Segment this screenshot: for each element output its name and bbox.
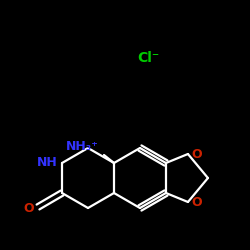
Text: Cl⁻: Cl⁻ [137,51,159,65]
Text: O: O [24,202,34,214]
Text: NH₃⁺: NH₃⁺ [66,140,98,153]
Text: NH: NH [37,156,58,170]
Text: O: O [191,196,202,208]
Text: O: O [191,148,202,160]
